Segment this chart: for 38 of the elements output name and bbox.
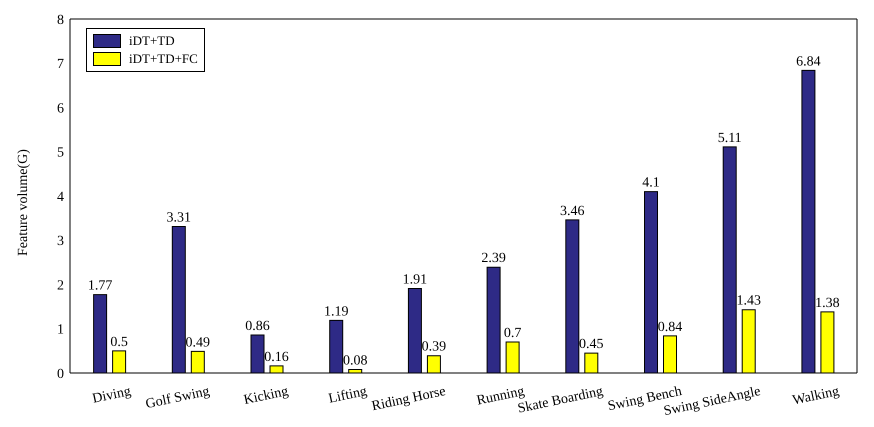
y-tick-label: 6 bbox=[57, 101, 64, 116]
x-tick-label: Walking bbox=[791, 384, 841, 408]
data-label: 5.11 bbox=[718, 130, 742, 146]
x-tick-label: Kicking bbox=[242, 384, 290, 408]
data-label: 0.86 bbox=[245, 318, 270, 334]
data-label: 0.39 bbox=[422, 340, 446, 355]
data-label: 1.38 bbox=[815, 296, 840, 311]
x-tick-label: Lifting bbox=[327, 384, 368, 407]
data-label: 0.7 bbox=[504, 326, 522, 342]
data-label: 1.77 bbox=[88, 278, 112, 294]
y-tick-label: 2 bbox=[57, 278, 64, 294]
y-tick-label: 5 bbox=[57, 146, 64, 161]
y-axis-title: Feature volume(G) bbox=[16, 148, 31, 256]
y-tick-label: 0 bbox=[57, 366, 64, 382]
y-tick-label: 3 bbox=[57, 234, 64, 250]
data-label: 0.45 bbox=[579, 337, 604, 352]
y-tick-label: 4 bbox=[57, 190, 64, 205]
x-tick-label: Riding Horse bbox=[370, 384, 448, 414]
y-tick-label: 8 bbox=[57, 12, 64, 28]
legend-label: iDT+TD bbox=[129, 32, 175, 50]
data-label: 2.39 bbox=[481, 251, 506, 266]
data-label: 0.08 bbox=[342, 353, 368, 368]
data-label: 0.49 bbox=[186, 335, 210, 350]
data-label: 3.31 bbox=[166, 210, 192, 226]
y-tick-label: 7 bbox=[57, 57, 64, 72]
data-label: 0.5 bbox=[110, 334, 128, 350]
data-label: 4.1 bbox=[642, 176, 660, 191]
data-label: 6.84 bbox=[796, 54, 821, 70]
data-label: 0.16 bbox=[264, 350, 289, 365]
data-label: 1.43 bbox=[736, 294, 761, 309]
legend-label: iDT+TD+FC bbox=[129, 50, 198, 68]
data-label: 1.19 bbox=[324, 304, 348, 320]
data-label: 1.91 bbox=[402, 272, 428, 288]
y-tick-label: 1 bbox=[57, 322, 64, 338]
data-label: 0.84 bbox=[658, 320, 682, 335]
x-tick-label: Golf Swing bbox=[144, 384, 211, 412]
x-tick-label: Diving bbox=[91, 384, 132, 407]
data-label: 3.46 bbox=[560, 204, 585, 219]
